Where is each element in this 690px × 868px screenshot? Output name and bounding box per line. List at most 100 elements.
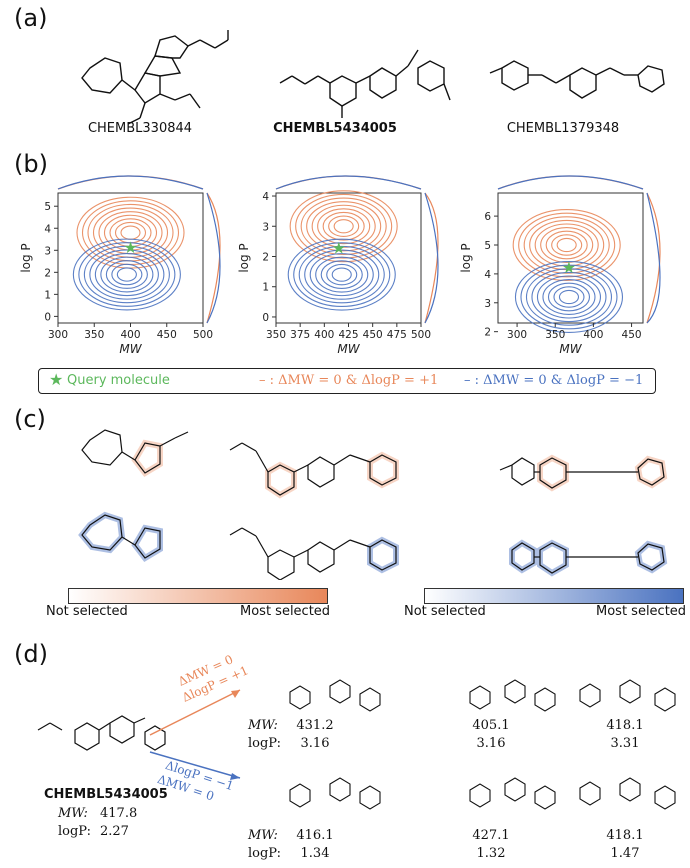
x-tick-label: 450 [622, 329, 642, 341]
top-2-mw: 405.1 [472, 718, 510, 733]
arrow-up [149, 689, 241, 736]
x-tick-label: 450 [363, 329, 383, 341]
x-axis-label: MW [559, 342, 582, 356]
molecule-structure-1 [81, 30, 229, 125]
contour-line [83, 245, 170, 304]
x-tick-label: 300 [507, 329, 527, 341]
contour-line [100, 256, 154, 293]
contour-line [311, 204, 376, 248]
bottom-2-logp: 1.32 [476, 846, 506, 861]
x-tick-label: 500 [193, 329, 213, 341]
contour-line [551, 234, 583, 256]
contour-line [518, 212, 616, 278]
contour-line [298, 245, 385, 304]
bottom-row-mw-label: MW: [248, 828, 278, 843]
y-tick-label: 3 [484, 298, 491, 310]
contour-line [300, 197, 387, 256]
panel-label-c: (c) [14, 405, 46, 433]
x-axis-label: MW [119, 342, 142, 356]
contour-line [545, 230, 588, 260]
contour-line [331, 267, 352, 282]
colorbar-left-max: Most selected [240, 604, 331, 619]
top-2-logp: 3.16 [476, 736, 506, 751]
contour-line [317, 208, 371, 245]
molecule-structure-2 [279, 49, 451, 118]
y-tick-label: 3 [262, 221, 269, 233]
marginal-y-curve [206, 192, 221, 324]
top-1-mw: 431.2 [296, 718, 334, 733]
contour-line [111, 263, 143, 286]
query-logp-label: logP: [58, 824, 91, 839]
x-tick-label: 300 [48, 329, 68, 341]
bottom-1-mw: 416.1 [296, 828, 334, 843]
chart-frame [497, 192, 644, 324]
panel-label-a: (a) [14, 4, 48, 32]
marginal-y-curve [646, 192, 661, 324]
contour-line [295, 193, 393, 259]
y-axis-label: log P [237, 243, 251, 272]
contour-line [523, 216, 610, 274]
arrow-down [149, 751, 241, 780]
x-tick-label: 500 [411, 329, 431, 341]
marginal-x-curve [57, 175, 204, 190]
contour-line [78, 242, 176, 307]
y-tick-label: 3 [44, 245, 51, 257]
contour-line [306, 201, 382, 252]
x-tick-label: 375 [290, 329, 310, 341]
contour-line [289, 190, 398, 263]
bottom-2-mw: 427.1 [472, 828, 510, 843]
contour-line [333, 219, 354, 234]
x-axis-label: MW [337, 342, 360, 356]
x-tick-label: 400 [583, 329, 603, 341]
contour-line [326, 263, 358, 286]
y-tick-label: 4 [44, 223, 51, 235]
marginal-y-curve [206, 192, 221, 324]
x-tick-label: 400 [120, 329, 140, 341]
query-name: CHEMBL5434005 [44, 787, 168, 802]
y-tick-label: 2 [44, 267, 51, 279]
query-mw-label: MW: [58, 806, 88, 821]
y-tick-label: 5 [44, 201, 51, 213]
contour-line [536, 275, 602, 319]
contour-line [105, 260, 148, 289]
panel-c-structures [78, 429, 668, 580]
query-star: ★ [123, 238, 137, 257]
y-tick-label: 2 [484, 327, 491, 339]
legend-up: – : ΔMW = 0 & ΔlogP = +1 [259, 373, 439, 388]
top-1-logp: 3.16 [300, 736, 330, 751]
top-row-mw-label: MW: [248, 718, 278, 733]
colorbar-blue [424, 588, 684, 604]
candidate-structures-top [289, 679, 676, 712]
y-tick-label: 1 [262, 282, 269, 294]
contour-line [540, 227, 594, 263]
x-tick-label: 350 [84, 329, 104, 341]
contour-line [304, 249, 380, 300]
contour-line [315, 256, 369, 293]
contour-line [553, 286, 585, 308]
highlighted-structures-bottom [81, 514, 665, 580]
panel-label-b: (b) [14, 150, 48, 178]
marginal-x-curve [275, 175, 422, 190]
query-structure [37, 715, 166, 751]
query-star: ★ [332, 238, 346, 257]
query-mw: 417.8 [100, 806, 138, 821]
y-axis-label: log P [19, 243, 33, 272]
top-row-logp-label: logP: [248, 736, 281, 751]
marginal-x-curve [497, 175, 644, 190]
molecule-name-1: CHEMBL330844 [87, 121, 193, 136]
contour-line [514, 261, 624, 333]
contour-line [556, 237, 577, 253]
contour-line [116, 267, 137, 282]
bottom-3-logp: 1.47 [610, 846, 640, 861]
bottom-row-logp-label: logP: [248, 846, 281, 861]
top-3-mw: 418.1 [606, 718, 644, 733]
legend-box: ★ Query molecule – : ΔMW = 0 & ΔlogP = +… [38, 368, 656, 394]
contour-line [72, 238, 181, 311]
contour-line [322, 211, 365, 241]
y-axis-label: log P [459, 243, 473, 272]
contour-line [529, 219, 605, 271]
legend-query: Query molecule [67, 373, 170, 388]
contour-line [531, 271, 607, 323]
bottom-3-mw: 418.1 [606, 828, 644, 843]
contour-line [525, 268, 613, 326]
